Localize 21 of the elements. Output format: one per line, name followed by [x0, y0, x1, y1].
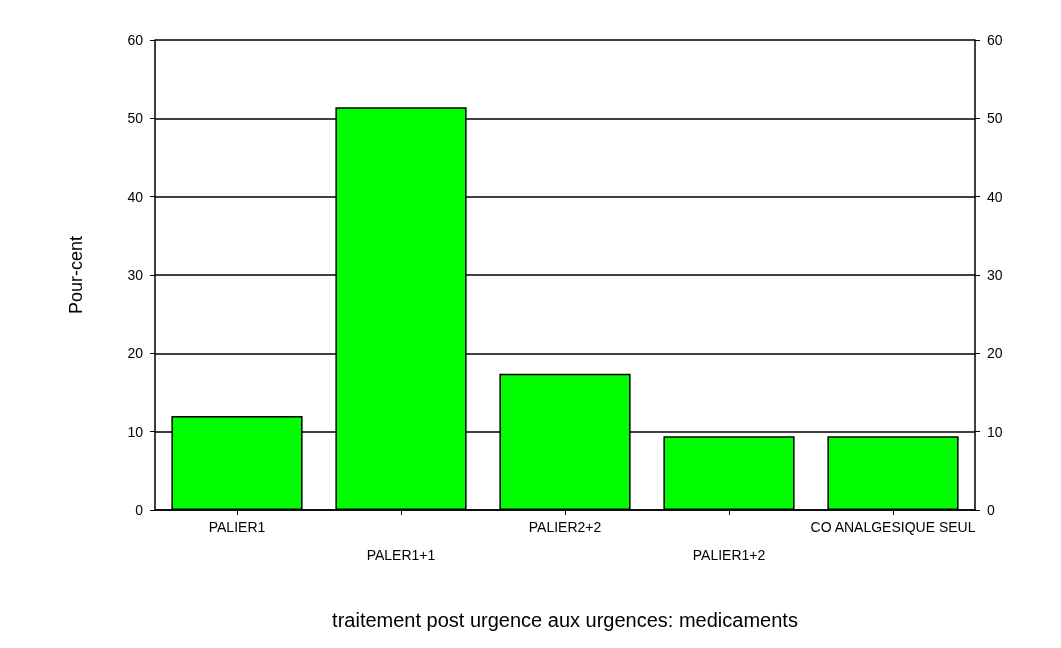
- y-tick-label: 60: [127, 32, 144, 48]
- y2-tick-label: 30: [987, 267, 1003, 283]
- y2-tick-label: 50: [987, 110, 1003, 127]
- y-axis-title: Pour-cent: [66, 235, 86, 315]
- y2-tick-label: 40: [987, 188, 1003, 205]
- y-tick-label: 20: [127, 345, 144, 362]
- y2-tick-label: 10: [987, 423, 1003, 440]
- x-tick-label: CO ANALGESIQUE SEUL: [810, 519, 976, 535]
- y-tick-label: 30: [127, 267, 144, 283]
- y-tick-label: 10: [127, 423, 144, 440]
- y2-tick-label: 20: [987, 345, 1003, 362]
- y-tick-label: 0: [135, 502, 144, 518]
- x-tick-label: PALIER1: [208, 519, 266, 535]
- y2-tick-label: 60: [987, 32, 1003, 48]
- x-tick-label: PALER1+1: [366, 547, 436, 563]
- x-tick-label: PALIER2+2: [528, 519, 602, 535]
- y2-tick-label: 0: [987, 502, 995, 518]
- x-axis-title: traitement post urgence aux urgences: medicaments: [332, 609, 798, 631]
- x-tick-label: PALIER1+2: [692, 547, 766, 563]
- y-tick-label: 40: [127, 188, 144, 205]
- y-tick-label: 50: [127, 110, 144, 127]
